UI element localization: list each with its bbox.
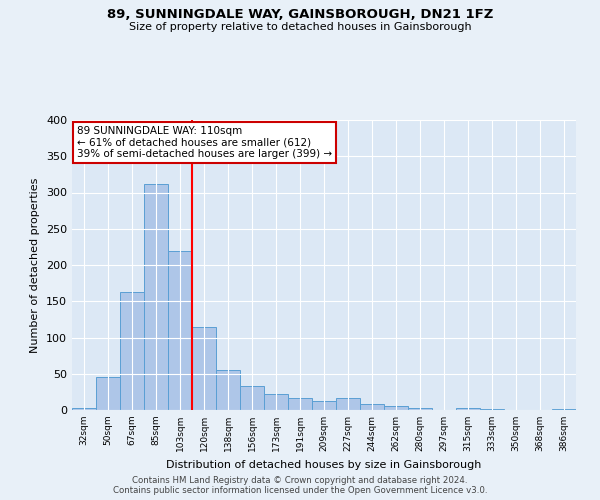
Bar bbox=[192, 326, 216, 410]
Bar bbox=[120, 292, 144, 410]
Bar bbox=[384, 406, 408, 410]
Y-axis label: Number of detached properties: Number of detached properties bbox=[31, 178, 40, 352]
Text: Contains HM Land Registry data © Crown copyright and database right 2024.
Contai: Contains HM Land Registry data © Crown c… bbox=[113, 476, 487, 495]
X-axis label: Distribution of detached houses by size in Gainsborough: Distribution of detached houses by size … bbox=[166, 460, 482, 469]
Bar bbox=[456, 408, 480, 410]
Bar bbox=[264, 394, 288, 410]
Bar bbox=[552, 408, 576, 410]
Bar bbox=[144, 184, 168, 410]
Text: 89 SUNNINGDALE WAY: 110sqm
← 61% of detached houses are smaller (612)
39% of sem: 89 SUNNINGDALE WAY: 110sqm ← 61% of deta… bbox=[77, 126, 332, 159]
Bar bbox=[408, 408, 432, 410]
Bar bbox=[288, 398, 312, 410]
Bar bbox=[72, 408, 96, 410]
Bar bbox=[336, 398, 360, 410]
Bar bbox=[240, 386, 264, 410]
Bar bbox=[96, 376, 120, 410]
Bar bbox=[168, 250, 192, 410]
Bar bbox=[216, 370, 240, 410]
Text: Size of property relative to detached houses in Gainsborough: Size of property relative to detached ho… bbox=[128, 22, 472, 32]
Bar bbox=[312, 402, 336, 410]
Text: 89, SUNNINGDALE WAY, GAINSBOROUGH, DN21 1FZ: 89, SUNNINGDALE WAY, GAINSBOROUGH, DN21 … bbox=[107, 8, 493, 20]
Bar bbox=[360, 404, 384, 410]
Bar bbox=[480, 408, 504, 410]
